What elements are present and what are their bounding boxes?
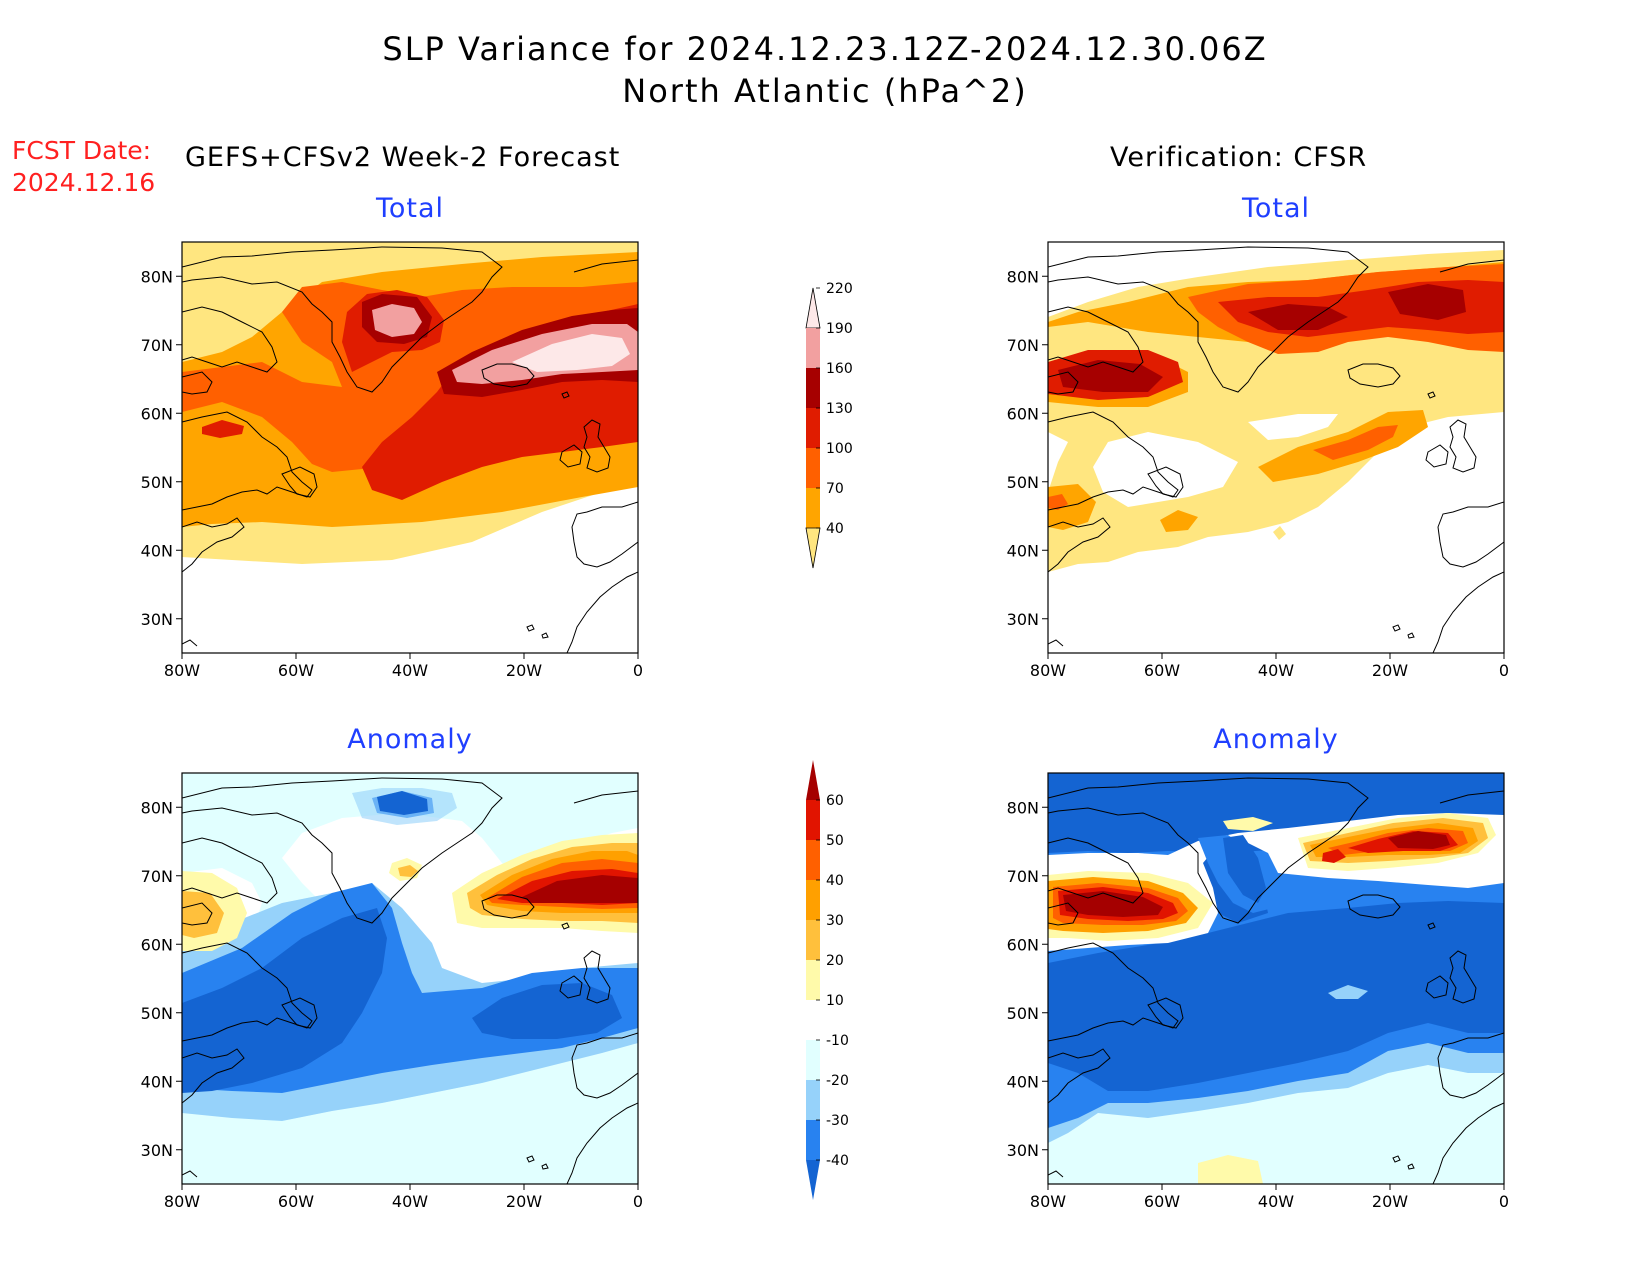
forecast-total-lon-label: 60W	[278, 661, 314, 680]
anomaly-colorbar-swatch	[806, 1040, 820, 1080]
forecast-total-lat-label: 40N	[141, 541, 173, 560]
forecast-anomaly-lon-label: 60W	[278, 1192, 314, 1211]
anomaly-colorbar-swatch	[806, 880, 820, 920]
verification-total-lat-label: 60N	[1007, 404, 1039, 423]
anomaly-colorbar-swatch	[806, 840, 820, 880]
verification-anomaly-lat-label: 70N	[1007, 867, 1039, 886]
verification-anomaly-lon-label: 20W	[1372, 1192, 1408, 1211]
verification-total-lat-label: 50N	[1007, 473, 1039, 492]
forecast-anomaly-lat-label: 80N	[141, 798, 173, 817]
forecast-total-title: Total	[375, 193, 445, 224]
anomaly-colorbar-label: 10	[826, 993, 844, 1009]
forecast-anomaly-lat-label: 50N	[141, 1004, 173, 1023]
total-colorbar-bottom-arrow	[805, 527, 821, 569]
verification-anomaly-lon-label: 0	[1499, 1192, 1509, 1211]
forecast-total-lat-label: 70N	[141, 336, 173, 355]
verification-anomaly-lat-label: 40N	[1007, 1072, 1039, 1091]
total-colorbar-label: 70	[826, 481, 844, 497]
verification-anomaly-lat-label: 30N	[1007, 1141, 1039, 1160]
total-colorbar-label: 40	[826, 521, 844, 537]
forecast-anomaly-lon-label: 20W	[506, 1192, 542, 1211]
anomaly-colorbar-top-arrow	[806, 760, 820, 800]
figure-title-line1: SLP Variance for 2024.12.23.12Z-2024.12.…	[382, 30, 1268, 68]
forecast-total-lat-label: 60N	[141, 404, 173, 423]
anomaly-colorbar-label: -40	[826, 1153, 849, 1169]
verification-anomaly-lat-label: 60N	[1007, 935, 1039, 954]
forecast-total-lon-label: 40W	[392, 661, 428, 680]
anomaly-colorbar-swatch	[806, 1120, 820, 1160]
verification-anomaly-lon-label: 40W	[1258, 1192, 1294, 1211]
forecast-total-lat-label: 30N	[141, 610, 173, 629]
forecast-total-lon-label: 20W	[506, 661, 542, 680]
verification-total-lon-label: 40W	[1258, 661, 1294, 680]
verification-anomaly-title: Anomaly	[1213, 724, 1339, 755]
verification-total-lat-label: 80N	[1007, 267, 1039, 286]
forecast-anomaly-lon-label: 0	[633, 1192, 643, 1211]
verification-total-lon-label: 80W	[1030, 661, 1066, 680]
total-colorbar-swatch	[806, 488, 820, 528]
forecast-anomaly-title: Anomaly	[347, 724, 473, 755]
verification-total-lon-label: 60W	[1144, 661, 1180, 680]
forecast-anomaly-lat-label: 40N	[141, 1072, 173, 1091]
total-colorbar-swatch	[806, 328, 820, 368]
verification-anomaly-map	[1047, 772, 1505, 1185]
total-colorbar-swatch	[806, 368, 820, 408]
total-colorbar-label: 190	[826, 321, 853, 337]
forecast-total-lat-label: 50N	[141, 473, 173, 492]
verification-total-lon-label: 20W	[1372, 661, 1408, 680]
verification-total-map	[1047, 241, 1505, 654]
axes-layer: 80W 60W 40W 20W 0 80N 70N 60N 50N 40N 30N 80W 60W 40W…	[141, 267, 1509, 1211]
verification-total-title: Total	[1241, 193, 1311, 224]
forecast-total-map	[181, 241, 639, 654]
total-colorbar-label: 130	[826, 401, 853, 417]
verification-anomaly-lon-label: 60W	[1144, 1192, 1180, 1211]
total-colorbar-label: 160	[826, 361, 853, 377]
forecast-column-header: GEFS+CFSv2 Week-2 Forecast	[185, 142, 621, 173]
forecast-anomaly-lon-label: 40W	[392, 1192, 428, 1211]
anomaly-colorbar-label: 40	[826, 873, 844, 889]
verification-total-lat-label: 70N	[1007, 336, 1039, 355]
anomaly-colorbar-swatch	[806, 1000, 820, 1040]
fcst-date-label: FCST Date:	[12, 136, 152, 165]
forecast-total-lon-label: 80W	[164, 661, 200, 680]
total-colorbar-label: 220	[826, 281, 853, 297]
total-colorbar-label: 100	[826, 441, 853, 457]
anomaly-colorbar-label: -20	[826, 1073, 849, 1089]
total-colorbar-swatch	[806, 408, 820, 448]
fcst-date-value: 2024.12.16	[12, 168, 156, 197]
forecast-anomaly-lat-label: 70N	[141, 867, 173, 886]
anomaly-colorbar-swatch	[806, 1080, 820, 1120]
anomaly-colorbar-label: -30	[826, 1113, 849, 1129]
figure-title-line2: North Atlantic (hPa^2)	[622, 72, 1028, 110]
verification-total-lat-label: 40N	[1007, 541, 1039, 560]
forecast-anomaly-lat-label: 60N	[141, 935, 173, 954]
anomaly-colorbar-label: 20	[826, 953, 844, 969]
anomaly-colorbar-label: 60	[826, 793, 844, 809]
total-colorbar-top-arrow	[805, 287, 821, 329]
colorbars: 40 70 100 130 160 190 220 -40 -30 -20 -10 10 20 30 40 5…	[805, 281, 853, 1200]
verification-anomaly-lat-label: 50N	[1007, 1004, 1039, 1023]
forecast-anomaly-lat-label: 30N	[141, 1141, 173, 1160]
anomaly-colorbar-swatch	[806, 920, 820, 960]
forecast-total-lat-label: 80N	[141, 267, 173, 286]
verification-column-header: Verification: CFSR	[1110, 142, 1368, 173]
verification-total-lat-label: 30N	[1007, 610, 1039, 629]
total-colorbar-swatch	[806, 448, 820, 488]
anomaly-colorbar-swatch	[806, 960, 820, 1000]
anomaly-colorbar-swatch	[806, 800, 820, 840]
anomaly-colorbar-label: -10	[826, 1033, 849, 1049]
forecast-anomaly-lon-label: 80W	[164, 1192, 200, 1211]
anomaly-colorbar-label: 30	[826, 913, 844, 929]
forecast-anomaly-map	[181, 772, 639, 1185]
verification-total-lon-label: 0	[1499, 661, 1509, 680]
anomaly-colorbar-label: 50	[826, 833, 844, 849]
verification-anomaly-lat-label: 80N	[1007, 798, 1039, 817]
anomaly-colorbar-bottom-arrow	[806, 1160, 820, 1200]
forecast-total-lon-label: 0	[633, 661, 643, 680]
verification-anomaly-lon-label: 80W	[1030, 1192, 1066, 1211]
